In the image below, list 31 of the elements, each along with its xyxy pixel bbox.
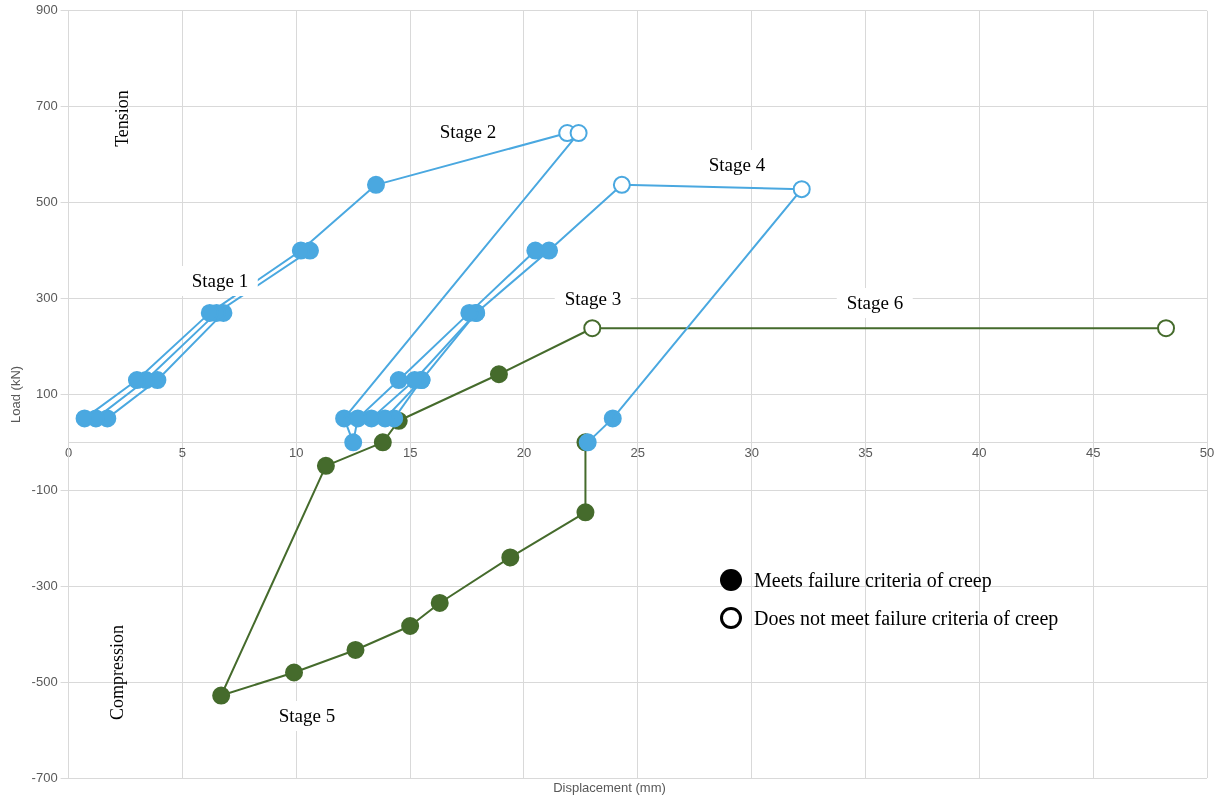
x-tick-label: 15: [402, 444, 418, 460]
annotation: Stage 2: [429, 117, 507, 147]
annotation: Stage 1: [181, 266, 259, 296]
annotation: Stage 3: [554, 284, 632, 314]
annotation: Stage 4: [698, 150, 776, 180]
y-tick-label: 900: [35, 2, 58, 18]
x-tick-label: 40: [972, 444, 987, 460]
x-tick-label: 30: [744, 444, 759, 460]
x-tick-label: 5: [178, 444, 187, 460]
annotation: Compression: [106, 624, 128, 721]
annotation: Does not meet failure criteria of creep: [754, 606, 1059, 630]
annotation: Stage 6: [836, 288, 914, 318]
y-tick-label: 700: [35, 98, 58, 114]
y-tick-label: 100: [35, 385, 58, 401]
x-tick-label: 45: [1085, 444, 1101, 460]
annotation: Tension: [111, 90, 133, 147]
x-tick-label: 50: [1199, 444, 1215, 460]
annotation: Stage 5: [268, 701, 346, 731]
x-tick-label: 10: [289, 444, 304, 460]
x-axis-title: Displacement (mm): [553, 780, 666, 795]
x-tick-label: 35: [858, 444, 873, 460]
x-tick-label: 20: [516, 444, 532, 460]
y-axis-title: Load (kN): [8, 365, 24, 423]
x-tick-label: 25: [630, 444, 646, 460]
annotation: Meets failure criteria of creep: [754, 568, 992, 592]
y-tick-label: 300: [35, 290, 58, 306]
y-tick-label: -700: [31, 769, 58, 785]
y-tick-label: -300: [31, 577, 58, 593]
y-tick-label: -100: [31, 481, 58, 497]
y-tick-label: 500: [35, 194, 58, 210]
y-tick-label: -500: [31, 673, 58, 689]
